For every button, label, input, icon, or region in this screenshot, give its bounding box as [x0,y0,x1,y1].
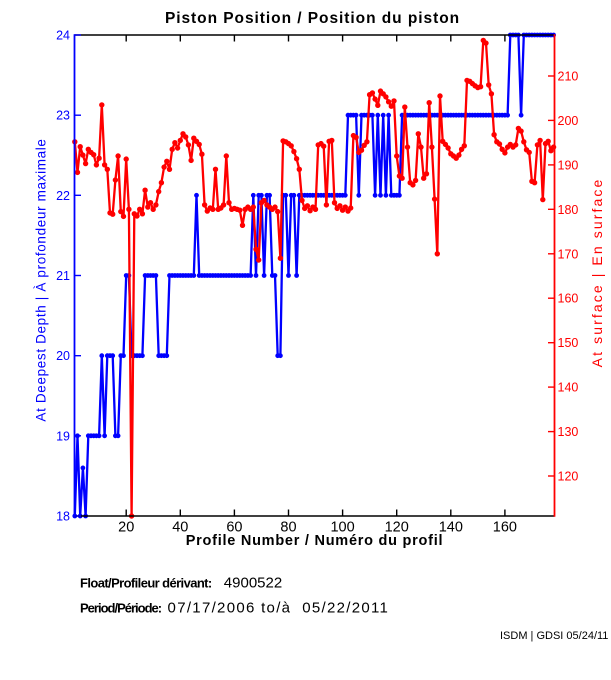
svg-text:ISDM | GDSI 05/24/11: ISDM | GDSI 05/24/11 [500,630,608,642]
svg-text:100: 100 [330,520,354,536]
svg-text:200: 200 [558,114,579,128]
svg-text:At Deepest Depth | À profondeu: At Deepest Depth | À profondeur maximale [34,138,49,421]
svg-text:20: 20 [118,520,134,536]
svg-text:20: 20 [56,349,70,363]
svg-text:24: 24 [56,29,70,43]
svg-text:170: 170 [558,247,579,261]
svg-text:130: 130 [558,425,579,439]
svg-text:150: 150 [558,336,579,350]
svg-text:22: 22 [56,189,70,203]
svg-text:140: 140 [439,520,463,536]
svg-text:140: 140 [558,381,579,395]
svg-text:210: 210 [558,70,579,84]
svg-text:180: 180 [558,203,579,217]
svg-text:80: 80 [280,520,296,536]
svg-text:120: 120 [385,520,409,536]
svg-text:160: 160 [493,520,517,536]
svg-text:Piston Position / Position du: Piston Position / Position du piston [165,10,460,27]
svg-text:18: 18 [56,510,70,524]
svg-text:Profile Number / Numéro du pro: Profile Number / Numéro du profil [186,533,444,549]
svg-text:23: 23 [56,109,70,123]
svg-text:160: 160 [558,292,579,306]
svg-text:120: 120 [558,470,579,484]
svg-text:21: 21 [56,269,70,283]
svg-text:19: 19 [56,429,70,443]
svg-text:40: 40 [172,520,188,536]
svg-text:Float/Profileur dérivant: 4900: Float/Profileur dérivant: 4900522 [80,575,282,592]
svg-text:190: 190 [558,158,579,172]
svg-text:60: 60 [226,520,242,536]
svg-text:Period/Période: 07/17/2006 to/: Period/Période: 07/17/2006 to/à 05/22/20… [80,600,389,617]
svg-text:At surface | En surface: At surface | En surface [589,178,605,368]
